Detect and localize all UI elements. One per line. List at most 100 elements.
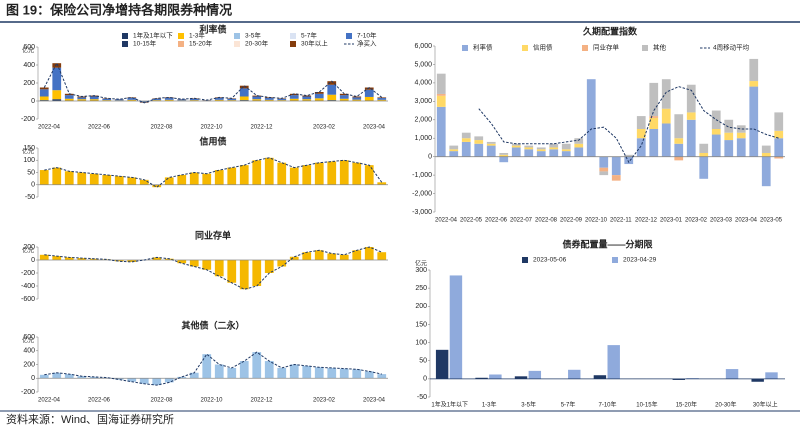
- bar: [352, 162, 362, 185]
- bar-segment: [636, 116, 646, 129]
- bar-segment: [189, 100, 199, 101]
- chart-title: 信用债: [199, 135, 226, 146]
- bar: [489, 374, 502, 379]
- bar-segment: [39, 96, 49, 101]
- bar: [277, 162, 287, 185]
- bar: [77, 258, 87, 260]
- x-tick-label: 2023-01: [660, 218, 683, 224]
- bar-segment: [749, 81, 759, 87]
- bar-segment: [561, 151, 571, 157]
- legend-label: 4周移动平均: [713, 43, 750, 52]
- legend-swatch: [522, 257, 528, 263]
- bar-segment: [574, 147, 584, 157]
- bar: [252, 160, 262, 185]
- bar: [364, 165, 374, 185]
- x-tick-label: 2023-02: [313, 398, 336, 404]
- legend-swatch: [122, 33, 128, 39]
- y-tick-label: 250: [415, 285, 427, 292]
- bar-segment: [724, 132, 734, 141]
- bar-segment: [214, 98, 224, 100]
- bar-segment: [736, 132, 746, 139]
- y-tick-label: 600: [23, 334, 35, 341]
- legend-label: 1-3年: [189, 31, 205, 40]
- bar-segment: [499, 154, 509, 157]
- bar-segment: [686, 84, 696, 113]
- bar-segment: [139, 101, 149, 103]
- bar: [202, 260, 212, 270]
- bar: [127, 177, 137, 185]
- legend-label: 20-30年: [245, 39, 269, 48]
- x-tick-label: 2022-06: [88, 398, 111, 404]
- bar-segment: [511, 145, 521, 148]
- chart-title: 债券配置量——分期限: [562, 238, 653, 249]
- bar: [77, 376, 87, 379]
- bar-segment: [152, 100, 162, 101]
- bar-segment: [127, 98, 137, 100]
- x-tick-label: 2022-09: [560, 218, 583, 224]
- y-tick-label: -600: [21, 296, 35, 303]
- bar: [102, 174, 112, 185]
- bar-segment: [239, 100, 249, 101]
- bar-segment: [474, 136, 484, 141]
- bar-segment: [474, 140, 484, 144]
- bar-segment: [339, 93, 349, 96]
- bar-segment: [624, 154, 634, 157]
- y-tick-label: -2,000: [412, 190, 432, 197]
- legend-label: 其他: [653, 43, 667, 52]
- bar-segment: [252, 99, 262, 101]
- bar-segment: [449, 151, 459, 157]
- bar-segment: [661, 108, 671, 124]
- y-tick-label: 50: [419, 358, 427, 365]
- bar-segment: [461, 132, 471, 139]
- bar-segment: [711, 134, 721, 157]
- chart-title: 同业存单: [195, 229, 231, 240]
- bar: [327, 253, 337, 260]
- bar-segment: [89, 99, 99, 101]
- y-tick-label: 200: [415, 303, 427, 310]
- bar: [264, 157, 274, 185]
- bar-segment: [536, 151, 546, 157]
- bar: [475, 377, 488, 379]
- bar: [302, 252, 312, 260]
- legend-swatch: [178, 41, 184, 47]
- legend-swatch: [290, 41, 296, 47]
- bar-segment: [699, 152, 709, 157]
- bar: [277, 367, 287, 379]
- bar-segment: [327, 100, 337, 101]
- y-tick-label: -200: [21, 389, 35, 396]
- bar-segment: [327, 81, 337, 85]
- bar-segment: [649, 117, 659, 129]
- bar: [139, 179, 149, 185]
- bar: [314, 250, 324, 260]
- bar: [607, 345, 620, 379]
- x-tick-label: 10-15年: [636, 401, 657, 409]
- bar-segment: [611, 175, 621, 181]
- y-tick-label: 3,000: [414, 98, 432, 105]
- bar-segment: [102, 98, 112, 101]
- y-tick-label: -1,000: [412, 172, 432, 179]
- bar: [39, 374, 49, 379]
- x-tick-label: 3-5年: [521, 401, 536, 409]
- bar: [239, 361, 249, 379]
- bar-segment: [449, 149, 459, 152]
- y-tick-label: 200: [23, 80, 35, 87]
- bar-segment: [239, 85, 249, 89]
- x-tick-label: 2022-12: [635, 218, 658, 224]
- bar-segment: [599, 156, 609, 168]
- x-tick-label: 2022-08: [151, 125, 174, 131]
- bar-segment: [264, 98, 274, 100]
- bar-segment: [499, 156, 509, 163]
- bar-segment: [649, 82, 659, 117]
- bar: [64, 257, 74, 260]
- line-series: [478, 86, 779, 164]
- bar-segment: [277, 98, 287, 101]
- x-tick-label: 2023-02: [685, 218, 708, 224]
- bar-segment: [549, 147, 559, 150]
- y-tick-label: -3,000: [412, 209, 432, 216]
- bar-segment: [486, 141, 496, 144]
- bar-segment: [352, 97, 362, 100]
- bar: [177, 260, 187, 264]
- bar-segment: [289, 93, 299, 96]
- y-tick-label: 0: [428, 154, 432, 161]
- x-tick-label: 2022-10: [585, 218, 608, 224]
